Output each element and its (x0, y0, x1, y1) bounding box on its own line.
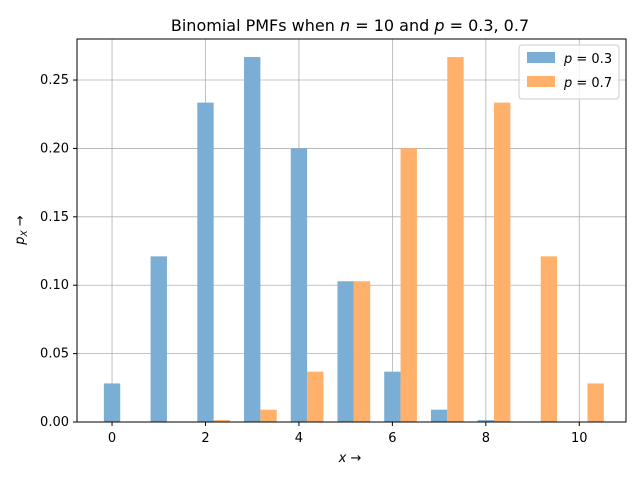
bar-series-1-x1 (150, 256, 167, 422)
bar-series-2-x10 (587, 383, 604, 422)
bar-series-1-x8 (477, 420, 495, 422)
legend-label: p = 0.7 (563, 76, 612, 91)
bar-series-2-x6 (400, 148, 417, 422)
bar-series-2-x9 (540, 256, 558, 422)
bar-series-1-x0 (103, 383, 121, 422)
x-tick-label: 8 (482, 431, 490, 446)
bar-series-2-x5 (353, 281, 371, 422)
y-tick-label: 0.05 (40, 347, 69, 362)
bar-series-2-x7 (447, 57, 464, 422)
axis-ticks: 0 2 4 6 8 10 0.00 0.05 0.10 0.15 0.20 0.25 (40, 73, 588, 446)
bars-group (103, 57, 604, 423)
y-tick-label: 0.15 (40, 210, 69, 225)
bar-series-1-x5 (337, 281, 354, 422)
bar-series-2-x4 (307, 371, 324, 422)
bar-series-1-x2 (197, 102, 214, 423)
bar-series-1-x6 (384, 371, 401, 422)
y-tick-label: 0.25 (40, 73, 69, 88)
x-tick-label: 0 (108, 431, 116, 446)
legend-swatch (527, 52, 555, 63)
legend-label: p = 0.3 (563, 52, 612, 67)
x-tick-label: 2 (201, 431, 209, 446)
y-tick-label: 0.00 (40, 415, 69, 430)
y-tick-label: 0.10 (40, 278, 69, 293)
x-axis-label: x → (338, 451, 362, 466)
legend-swatch (527, 76, 555, 87)
legend: p = 0.3 p = 0.7 (518, 44, 620, 100)
bar-series-2-x3 (260, 409, 277, 422)
x-tick-label: 6 (388, 431, 396, 446)
bar-series-1-x3 (244, 57, 261, 422)
x-tick-label: 4 (295, 431, 303, 446)
bar-series-2-x2 (213, 420, 231, 422)
y-axis-label: pX → (13, 215, 30, 246)
x-tick-label: 10 (571, 431, 588, 446)
plot-frame (76, 38, 627, 423)
y-tick-label: 0.20 (40, 141, 69, 156)
bar-series-1-x7 (430, 409, 448, 422)
bar-series-2-x8 (494, 102, 511, 423)
bar-series-1-x4 (290, 148, 308, 422)
chart-title: Binomial PMFs when n = 10 and p = 0.3, 0… (171, 16, 529, 35)
